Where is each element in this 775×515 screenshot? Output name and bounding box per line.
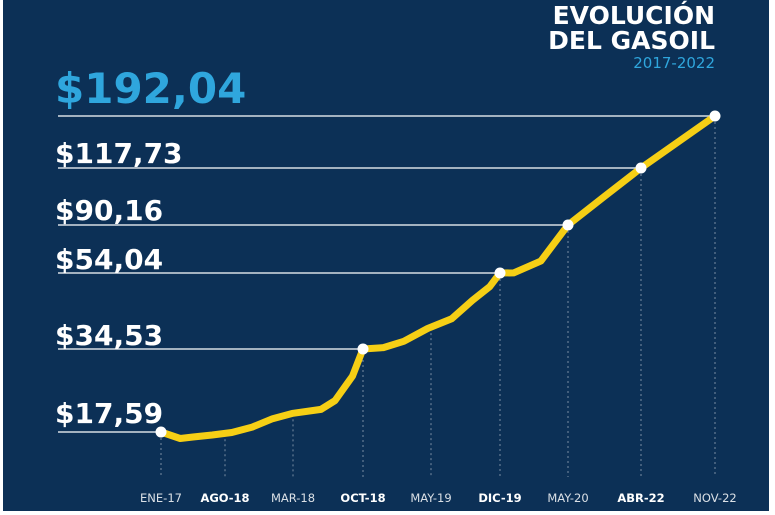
x-label-7: ABR-22 <box>617 491 664 505</box>
x-axis-labels: ENE-17 AGO-18 MAR-18 OCT-18 MAY-19 DIC-19 MAY-… <box>140 491 737 505</box>
price-line-layer <box>157 112 719 442</box>
data-point-4 <box>635 162 647 174</box>
guide-lines <box>58 115 715 433</box>
x-label-0: ENE-17 <box>140 491 182 505</box>
x-label-5: DIC-19 <box>478 491 521 505</box>
vertical-guides <box>160 122 716 477</box>
title-line-1: EVOLUCIÓN <box>553 0 715 30</box>
marked-points <box>155 110 721 438</box>
data-point-5 <box>709 110 721 122</box>
x-label-4: MAY-19 <box>410 491 451 505</box>
chart-panel: EVOLUCIÓN DEL GASOIL 2017-2022 $192,04 $1… <box>3 0 769 511</box>
x-label-2: MAR-18 <box>271 491 315 505</box>
x-label-6: MAY-20 <box>547 491 588 505</box>
price-label-4: $34,53 <box>55 319 163 352</box>
x-label-1: AGO-18 <box>200 491 249 505</box>
price-label-5: $17,59 <box>55 397 163 430</box>
title-line-2: DEL GASOIL <box>548 26 715 55</box>
data-point-1 <box>357 343 369 355</box>
period-subtitle: 2017-2022 <box>633 54 715 72</box>
data-point-2 <box>494 267 506 279</box>
price-label-3: $54,04 <box>55 243 163 276</box>
price-label-2: $90,16 <box>55 194 163 227</box>
x-label-8: NOV-22 <box>693 491 736 505</box>
gasoil-price-chart: EVOLUCIÓN DEL GASOIL 2017-2022 $192,04$1… <box>55 0 737 505</box>
price-line <box>157 112 719 442</box>
price-label-1: $117,73 <box>55 137 183 170</box>
price-labels: $192,04 $117,73 $90,16 $54,04 $34,53 $17,59 <box>55 64 246 430</box>
data-point-0 <box>155 426 167 438</box>
x-label-3: OCT-18 <box>340 491 385 505</box>
price-label-0: $192,04 <box>55 64 246 113</box>
data-point-3 <box>562 219 574 231</box>
